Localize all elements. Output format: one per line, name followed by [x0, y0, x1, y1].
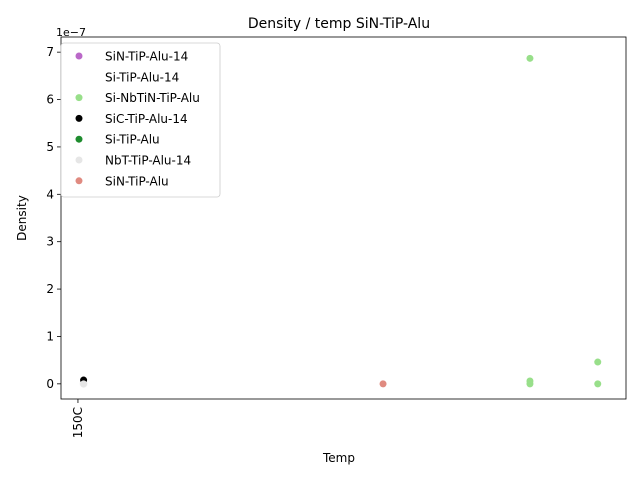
legend-marker [75, 94, 83, 102]
x-axis-label: Temp [322, 451, 355, 465]
y-tick-label: 5 [46, 140, 54, 154]
y-tick-label: 3 [46, 235, 54, 249]
x-tick-label: 150C [71, 407, 85, 438]
y-tick-label: 7 [46, 45, 54, 59]
plot-frame [60, 36, 627, 400]
y-axis-label: Density [15, 195, 29, 241]
legend-entry-label: Si-TiP-Alu [105, 133, 160, 147]
legend-marker [75, 52, 83, 60]
data-point [80, 380, 88, 388]
y-tick-label: 2 [46, 282, 54, 296]
legend-entry-label: SiN-TiP-Alu [105, 174, 169, 188]
data-point [526, 54, 534, 62]
legend-entry-label: Si-NbTiN-TiP-Alu [105, 91, 200, 105]
y-axis-scale-label: 1e−7 [56, 26, 86, 39]
data-point [594, 380, 602, 388]
legend-marker [75, 177, 83, 185]
data-point [379, 380, 387, 388]
y-tick-label: 0 [46, 377, 54, 391]
legend-marker [75, 73, 83, 81]
legend-entry-label: NbT-TiP-Alu-14 [105, 154, 191, 168]
legend-marker [75, 135, 83, 143]
legend-marker [75, 156, 83, 164]
y-tick-label: 1 [46, 329, 54, 343]
y-tick-label: 6 [46, 93, 54, 107]
legend-entry-label: Si-TiP-Alu-14 [105, 70, 179, 84]
plot-area: 0 1 2 3 4 5 6 7 150C [46, 36, 627, 438]
legend-entry-label: SiC-TiP-Alu-14 [105, 112, 188, 126]
chart-title: Density / temp SiN-TiP-Alu [248, 16, 430, 32]
legend: SiN-TiP-Alu-14 Si-TiP-Alu-14 Si-NbTiN-TiP-… [60, 42, 221, 198]
data-point [594, 358, 602, 366]
legend-entry-label: SiN-TiP-Alu-14 [105, 50, 188, 64]
y-tick-label: 4 [46, 187, 54, 201]
legend-marker [75, 114, 83, 122]
data-point [526, 380, 534, 388]
legend-frame [60, 42, 221, 198]
